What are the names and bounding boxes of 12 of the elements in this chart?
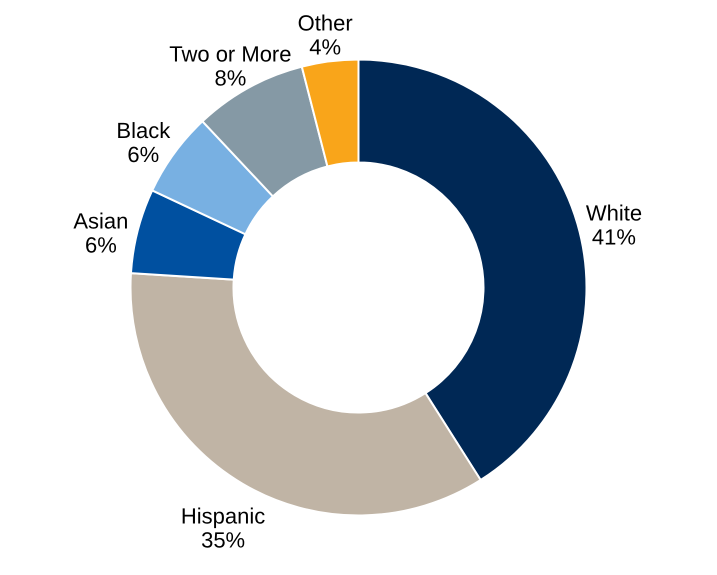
slice-label: Two or More [169,41,292,66]
slice-label: Asian [73,208,128,234]
data-label: 41% [592,224,636,250]
slice-label: White [586,200,642,226]
data-label: 6% [127,142,160,168]
data-label: 8% [214,65,246,90]
slice-label: Other [298,10,353,36]
slice-label: Hispanic [180,503,266,528]
data-label: 6% [84,232,117,258]
data-label: 4% [309,34,342,60]
data-label: 35% [201,527,246,552]
slice-label: Black [116,118,172,144]
